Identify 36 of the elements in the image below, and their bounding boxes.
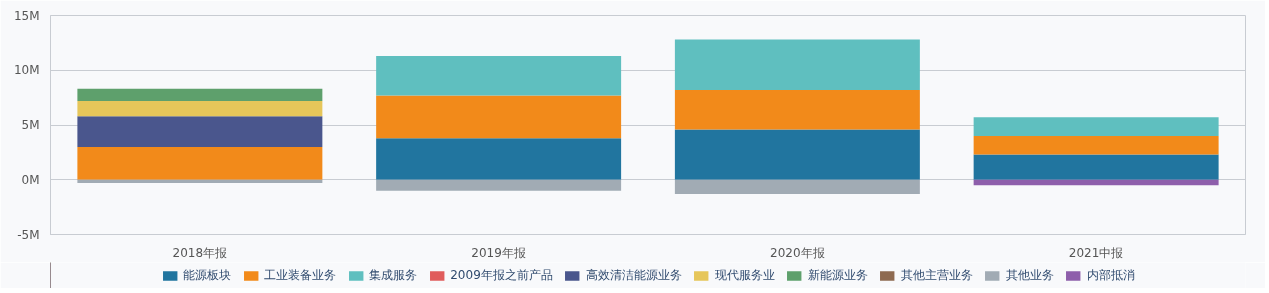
legend-label: 现代服务业 xyxy=(714,266,775,284)
bar xyxy=(973,117,1219,136)
bar xyxy=(973,179,1219,186)
x-tick-label: 2021中报 xyxy=(1068,245,1124,260)
y-tick-label: 15M xyxy=(13,8,40,23)
y-tick-label: 5M xyxy=(21,118,40,132)
bar xyxy=(674,129,920,180)
legend-label: 高效清洁能源业务 xyxy=(585,266,682,284)
bar xyxy=(973,135,1219,155)
legend-label: 集成服务 xyxy=(369,266,418,284)
x-tick-label: 2020年报 xyxy=(770,245,825,260)
bar xyxy=(376,95,622,139)
bar xyxy=(77,179,323,184)
legend-label: 其他主营业务 xyxy=(900,266,973,284)
bar xyxy=(376,138,622,180)
bar xyxy=(674,179,920,194)
legend-label: 工业装备业务 xyxy=(264,266,337,284)
y-tick-label: 10M xyxy=(13,63,40,78)
bar xyxy=(77,100,323,117)
x-tick-label: 2018年报 xyxy=(172,245,228,260)
legend-label: 内部抵消 xyxy=(1086,266,1135,284)
y-tick-label: 0M xyxy=(21,172,40,187)
bar xyxy=(376,56,622,96)
bar xyxy=(674,89,920,130)
legend-label: 其他业务 xyxy=(1005,266,1054,284)
y-tick-label: -5M xyxy=(17,227,40,242)
legend-label: 新能源业务 xyxy=(807,266,868,284)
legend-label: 2009年报之前产品 xyxy=(450,266,553,284)
bar xyxy=(77,146,323,180)
bar xyxy=(376,179,622,191)
bar xyxy=(77,88,323,101)
bar xyxy=(77,116,323,147)
bar xyxy=(674,39,920,90)
bar xyxy=(973,154,1219,180)
legend-label: 能源板块 xyxy=(183,266,232,284)
x-tick-label: 2019年报 xyxy=(471,245,526,260)
